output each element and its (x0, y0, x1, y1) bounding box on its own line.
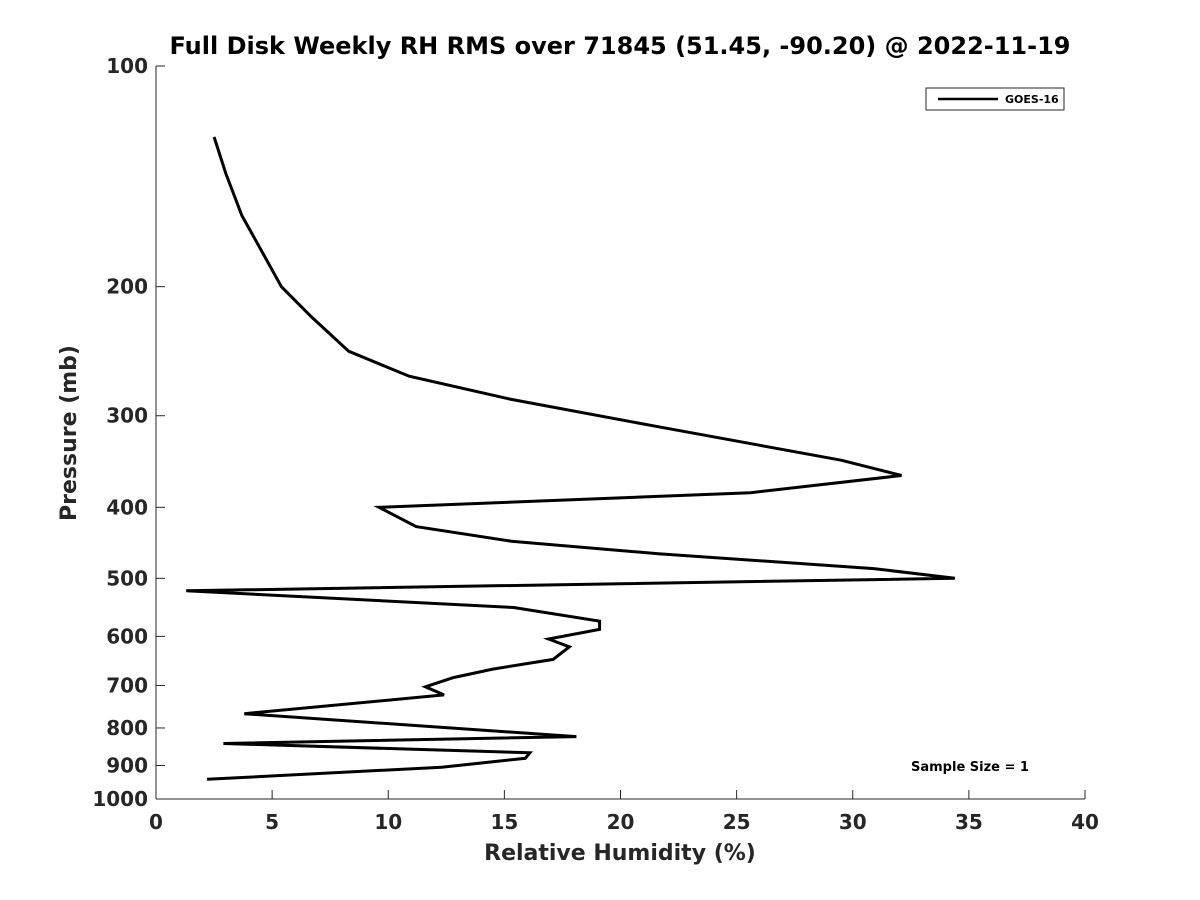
x-axis-ticks: 0 5 10 15 20 25 30 35 40 (149, 790, 1099, 834)
x-tick-label: 30 (839, 810, 867, 834)
legend-label-goes-16: GOES-16 (1005, 93, 1059, 106)
x-tick-label: 25 (723, 810, 751, 834)
x-tick-label: 10 (374, 810, 402, 834)
x-tick-label: 40 (1071, 810, 1099, 834)
x-tick-label: 20 (607, 810, 635, 834)
plot-area: 0 5 10 15 20 25 30 35 40 100 200 300 400 500 600 700 80… (92, 54, 1099, 834)
y-tick-label: 800 (106, 716, 148, 740)
x-tick-label: 0 (149, 810, 163, 834)
x-axis-label: Relative Humidity (%) (484, 841, 756, 866)
chart-title: Full Disk Weekly RH RMS over 71845 (51.4… (169, 32, 1070, 60)
y-tick-label: 100 (106, 54, 148, 78)
y-tick-label: 500 (106, 566, 148, 590)
y-axis-ticks: 100 200 300 400 500 600 700 800 900 1000 (92, 54, 165, 811)
y-tick-label: 1000 (92, 787, 148, 811)
y-axis-label: Pressure (mb) (57, 345, 82, 521)
x-tick-label: 5 (265, 810, 279, 834)
legend: GOES-16 (925, 87, 1065, 111)
sample-size-annotation: Sample Size = 1 (911, 760, 1029, 775)
x-tick-label: 35 (955, 810, 983, 834)
y-tick-label: 300 (106, 404, 148, 428)
y-tick-label: 900 (106, 753, 148, 777)
y-tick-label: 400 (106, 495, 148, 519)
x-tick-label: 15 (490, 810, 518, 834)
series-line-goes-16 (186, 136, 956, 781)
axes-background (156, 66, 1085, 799)
y-tick-label: 700 (106, 673, 148, 697)
y-tick-label: 600 (106, 624, 148, 648)
series-layer (186, 136, 956, 781)
y-tick-label: 200 (106, 275, 148, 299)
